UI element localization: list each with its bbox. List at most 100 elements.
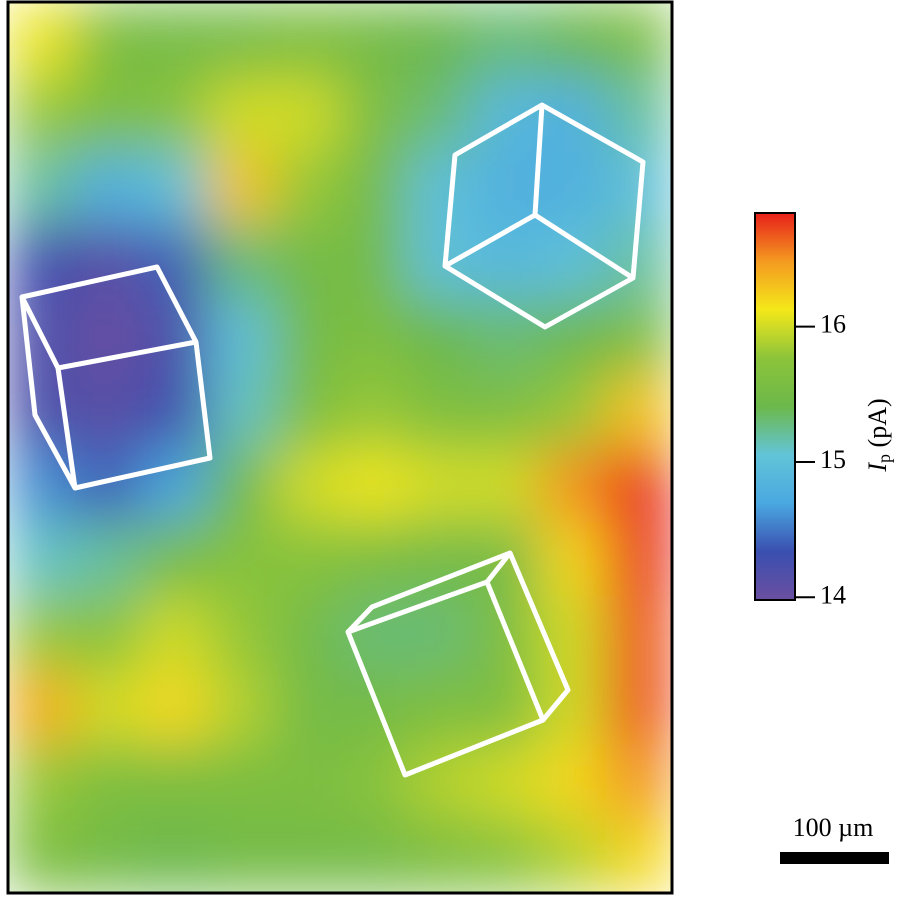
heatmap-cell: [472, 2, 540, 77]
heatmap-cell: [8, 596, 75, 671]
heatmap-cell: [74, 670, 142, 745]
heatmap-cell: [8, 2, 75, 77]
heatmap-cell: [207, 299, 275, 374]
heatmap-cell: [273, 76, 341, 151]
heatmap-cell: [539, 596, 607, 671]
cube-outline: [442, 102, 646, 330]
heatmap-cell: [207, 2, 275, 77]
heatmap-cell: [207, 447, 275, 523]
heatmap-cell: [406, 744, 474, 820]
heatmap-cell: [472, 373, 540, 448]
scale-bar: [780, 852, 889, 864]
heatmap-cell: [605, 76, 672, 151]
heatmap-cell: [140, 224, 208, 300]
heatmap-cell: [273, 2, 341, 77]
heatmap-cell: [340, 224, 407, 300]
heatmap-cell: [406, 150, 474, 226]
heatmap-cell: [406, 224, 474, 300]
heatmap-cell: [605, 596, 672, 671]
heatmap-cell: [539, 670, 607, 745]
heatmap-cell: [8, 76, 75, 151]
heatmap-cell: [140, 150, 208, 226]
colorbar-tick-label: 15: [820, 445, 846, 474]
heatmap-cell: [273, 150, 341, 226]
heatmap-cell: [74, 596, 142, 671]
heatmap-cell: [8, 447, 75, 523]
heatmap-cell: [207, 521, 275, 597]
map-area: [8, 2, 672, 893]
heatmap-cell: [273, 224, 341, 300]
heatmap-cell: [74, 76, 142, 151]
heatmap-cell: [472, 150, 540, 226]
heatmap-cell: [539, 76, 607, 151]
heatmap-cell: [406, 521, 474, 597]
heatmap-cell: [74, 521, 142, 597]
heatmap-cell: [340, 818, 407, 893]
heatmap-cell: [74, 2, 142, 77]
colorbar-tick-label: 14: [820, 580, 846, 609]
heatmap-cell: [8, 818, 75, 893]
heatmap-cell: [273, 521, 341, 597]
heatmap-cell: [207, 76, 275, 151]
heatmap-cell: [539, 2, 607, 77]
heatmap-cell: [605, 447, 672, 523]
heatmap-cell: [8, 744, 75, 820]
heatmap-cell: [74, 224, 142, 300]
heatmap-cell: [605, 744, 672, 820]
heatmap-cell: [406, 447, 474, 523]
heatmap-cell: [406, 670, 474, 745]
heatmap-cell: [539, 521, 607, 597]
heatmap-cell: [273, 299, 341, 374]
heatmap-cell: [539, 224, 607, 300]
heatmap-cell: [273, 596, 341, 671]
heatmap-cell: [74, 818, 142, 893]
cube-outline: [19, 264, 213, 491]
colorbar-label: Ip (pA): [863, 398, 894, 472]
heatmap-cell: [605, 2, 672, 77]
heatmap-cell: [539, 744, 607, 820]
cube-outline: [507, 552, 571, 722]
crystal-outlines: [19, 102, 646, 778]
heatmap-cell: [605, 299, 672, 374]
heatmap-cell: [539, 447, 607, 523]
colorbar-tick-label: 16: [820, 310, 846, 339]
heatmap-cell: [140, 373, 208, 448]
heatmap-cell: [273, 447, 341, 523]
heatmap-cell: [340, 2, 407, 77]
heatmap-cell: [472, 818, 540, 893]
heatmap-cell: [340, 299, 407, 374]
heatmap-cell: [140, 76, 208, 151]
heatmap-cell: [140, 596, 208, 671]
heatmap-cell: [406, 76, 474, 151]
heatmap-cell: [207, 224, 275, 300]
heatmap-cell: [340, 150, 407, 226]
heatmap-cell: [340, 521, 407, 597]
heatmap-cell: [273, 670, 341, 745]
heatmap-cell: [605, 818, 672, 893]
heatmap-cell: [539, 150, 607, 226]
heatmap-cell: [273, 818, 341, 893]
scale-bar-label: 100 µm: [793, 813, 874, 842]
heatmap-cell: [605, 521, 672, 597]
heatmap-cell: [8, 521, 75, 597]
heatmap-cell: [472, 744, 540, 820]
heatmap-cell: [406, 818, 474, 893]
heatmap-cell: [140, 521, 208, 597]
heatmap-cell: [273, 744, 341, 820]
colorbar: [754, 212, 796, 601]
heatmap-cell: [207, 818, 275, 893]
cube-outline: [19, 296, 78, 490]
heatmap-cell: [605, 373, 672, 448]
heatmap-cell: [539, 818, 607, 893]
heatmap: [8, 2, 672, 893]
heatmap-cell: [340, 447, 407, 523]
heatmap-cell: [472, 299, 540, 374]
heatmap-cell: [74, 150, 142, 226]
heatmap-cell: [340, 76, 407, 151]
heatmap-cell: [207, 150, 275, 226]
cube-outline: [533, 212, 635, 281]
heatmap-cell: [74, 744, 142, 820]
heatmap-cell: [140, 744, 208, 820]
heatmap-cell: [8, 670, 75, 745]
